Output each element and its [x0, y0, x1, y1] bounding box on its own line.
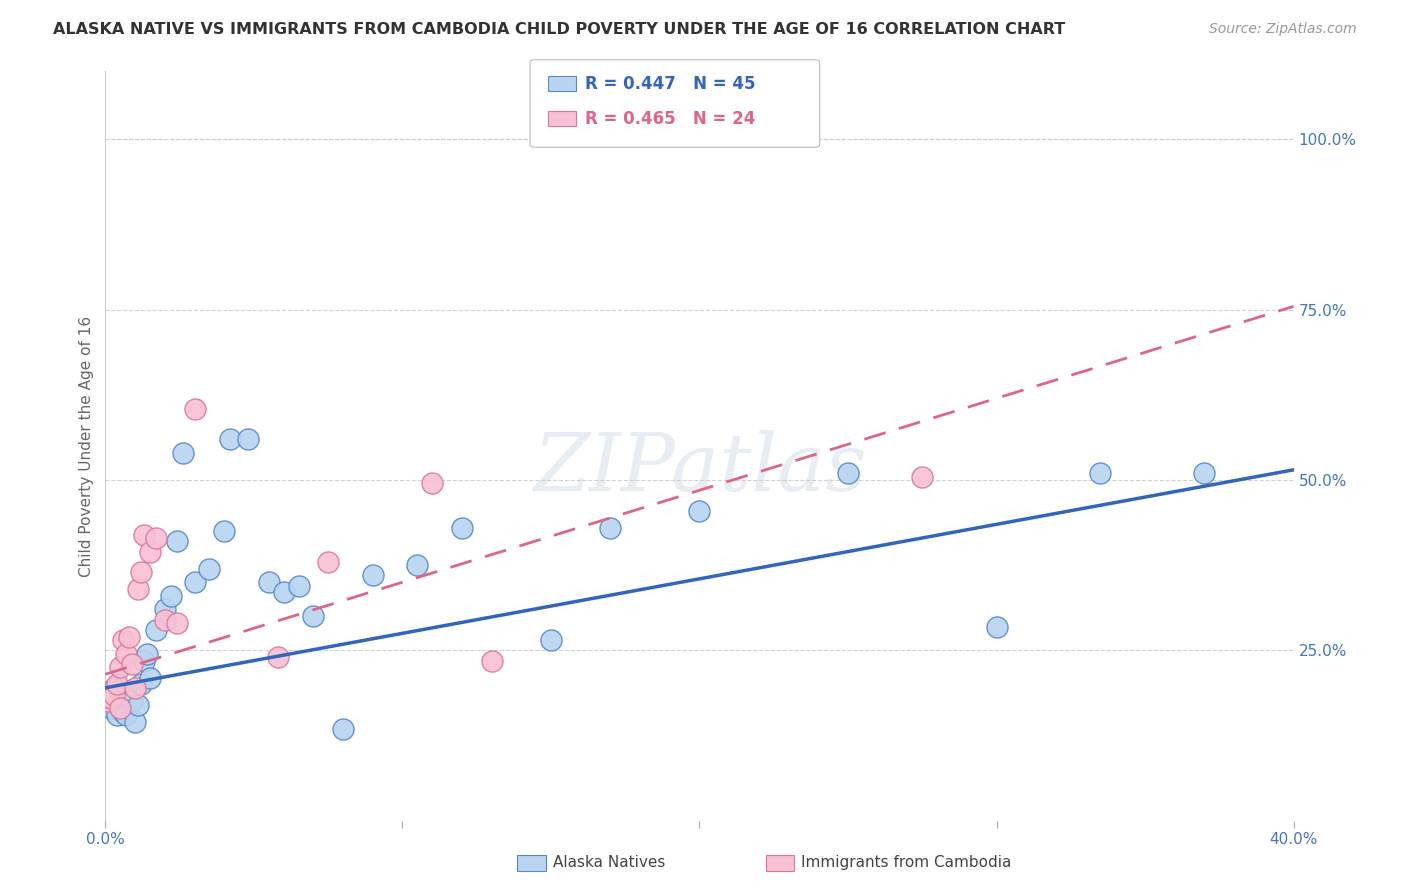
- Point: [236, 432, 259, 446]
- Point: [159, 589, 181, 603]
- Point: [103, 681, 125, 695]
- Point: [124, 681, 146, 695]
- Point: [129, 565, 152, 579]
- Point: [103, 688, 125, 702]
- Point: [100, 691, 122, 706]
- Point: [450, 521, 472, 535]
- Point: [267, 650, 290, 665]
- Point: [599, 521, 621, 535]
- Text: Alaska Natives: Alaska Natives: [553, 855, 665, 870]
- Point: [689, 504, 711, 518]
- Point: [136, 647, 159, 661]
- Point: [406, 558, 429, 573]
- Point: [118, 684, 141, 698]
- Point: [287, 579, 309, 593]
- Point: [105, 694, 128, 708]
- Point: [1090, 467, 1112, 481]
- Point: [837, 467, 859, 481]
- Point: [166, 534, 188, 549]
- Y-axis label: Child Poverty Under the Age of 16: Child Poverty Under the Age of 16: [79, 316, 94, 576]
- Point: [121, 657, 143, 671]
- Point: [219, 432, 242, 446]
- Point: [103, 694, 125, 708]
- Point: [127, 582, 149, 596]
- Point: [115, 647, 138, 661]
- Point: [118, 630, 141, 644]
- Point: [911, 469, 934, 483]
- Point: [112, 633, 135, 648]
- Point: [132, 527, 155, 541]
- Point: [105, 677, 128, 691]
- Point: [214, 524, 236, 538]
- Point: [332, 722, 354, 736]
- Point: [198, 561, 221, 575]
- Point: [361, 568, 384, 582]
- Point: [115, 694, 138, 708]
- Text: ZIPatlas: ZIPatlas: [533, 430, 866, 508]
- Point: [986, 619, 1008, 633]
- Point: [110, 701, 132, 715]
- Point: [273, 585, 295, 599]
- Point: [540, 633, 562, 648]
- Point: [145, 531, 167, 545]
- Text: Source: ZipAtlas.com: Source: ZipAtlas.com: [1209, 22, 1357, 37]
- Point: [139, 544, 162, 558]
- Point: [121, 694, 143, 708]
- Point: [105, 708, 128, 723]
- Point: [110, 701, 132, 715]
- Text: Immigrants from Cambodia: Immigrants from Cambodia: [801, 855, 1012, 870]
- Text: R = 0.447   N = 45: R = 0.447 N = 45: [585, 75, 755, 93]
- Point: [145, 623, 167, 637]
- Point: [97, 694, 120, 708]
- Point: [183, 401, 205, 416]
- Point: [132, 654, 155, 668]
- Point: [129, 677, 152, 691]
- Point: [124, 714, 146, 729]
- Text: ALASKA NATIVE VS IMMIGRANTS FROM CAMBODIA CHILD POVERTY UNDER THE AGE OF 16 CORR: ALASKA NATIVE VS IMMIGRANTS FROM CAMBODI…: [53, 22, 1066, 37]
- Point: [420, 476, 443, 491]
- Point: [183, 575, 205, 590]
- Point: [100, 688, 122, 702]
- Point: [110, 660, 132, 674]
- Point: [481, 654, 503, 668]
- Point: [153, 602, 176, 616]
- Point: [172, 446, 194, 460]
- Point: [112, 705, 135, 719]
- Point: [97, 694, 120, 708]
- Point: [115, 708, 138, 723]
- Point: [139, 671, 162, 685]
- Point: [100, 701, 122, 715]
- Point: [110, 688, 132, 702]
- Point: [257, 575, 280, 590]
- Point: [1194, 467, 1216, 481]
- Point: [316, 555, 339, 569]
- Point: [302, 609, 325, 624]
- Point: [166, 616, 188, 631]
- Point: [153, 613, 176, 627]
- Point: [127, 698, 149, 712]
- Text: R = 0.465   N = 24: R = 0.465 N = 24: [585, 110, 755, 128]
